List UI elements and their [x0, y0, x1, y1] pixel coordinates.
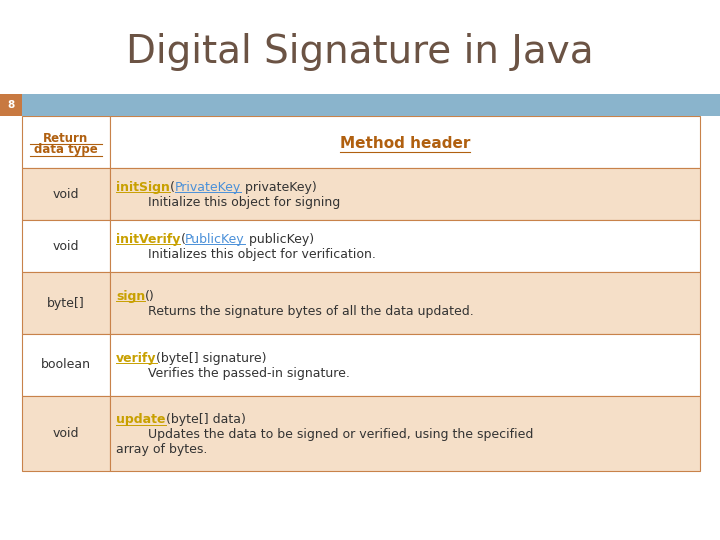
Bar	[110, 334, 700, 396]
Text: initVerify: initVerify	[116, 233, 181, 246]
Text: Updates the data to be signed or verified, using the specified: Updates the data to be signed or verifie…	[116, 428, 534, 441]
Text: sign: sign	[116, 291, 145, 303]
Text: byte[]: byte[]	[47, 296, 85, 309]
Text: verify: verify	[116, 352, 156, 365]
Text: Returns the signature bytes of all the data updated.: Returns the signature bytes of all the d…	[116, 305, 474, 318]
Text: publicKey): publicKey)	[245, 233, 314, 246]
Text: 8: 8	[7, 100, 14, 110]
Text: void: void	[53, 240, 79, 253]
Text: array of bytes.: array of bytes.	[116, 442, 207, 456]
Bar	[22, 168, 110, 220]
Bar	[0, 94, 22, 116]
Text: Initializes this object for verification.: Initializes this object for verification…	[116, 248, 376, 261]
Text: Method header: Method header	[340, 137, 470, 152]
Text: (: (	[170, 181, 175, 194]
Text: Return: Return	[43, 132, 89, 145]
Text: privateKey): privateKey)	[241, 181, 317, 194]
Bar	[110, 272, 700, 334]
Bar	[110, 116, 700, 168]
Text: update: update	[116, 414, 166, 427]
Bar	[110, 168, 700, 220]
Text: void: void	[53, 427, 79, 440]
Bar	[22, 116, 110, 168]
Text: (byte[] data): (byte[] data)	[166, 414, 246, 427]
Bar	[22, 220, 110, 272]
Bar	[22, 94, 720, 116]
Text: PublicKey: PublicKey	[185, 233, 245, 246]
Bar	[110, 220, 700, 272]
Text: (byte[] signature): (byte[] signature)	[156, 352, 267, 365]
Text: PrivateKey: PrivateKey	[175, 181, 241, 194]
Bar	[22, 396, 110, 471]
Text: Verifies the passed-in signature.: Verifies the passed-in signature.	[116, 367, 350, 380]
Bar	[22, 272, 110, 334]
Text: void: void	[53, 187, 79, 200]
Text: boolean: boolean	[41, 359, 91, 372]
Text: (): ()	[145, 291, 155, 303]
Text: Digital Signature in Java: Digital Signature in Java	[126, 33, 594, 71]
Text: (: (	[181, 233, 185, 246]
Text: data type: data type	[34, 144, 98, 157]
Bar	[110, 396, 700, 471]
Text: Initialize this object for signing: Initialize this object for signing	[116, 195, 341, 209]
Bar	[22, 334, 110, 396]
Text: initSign: initSign	[116, 181, 170, 194]
